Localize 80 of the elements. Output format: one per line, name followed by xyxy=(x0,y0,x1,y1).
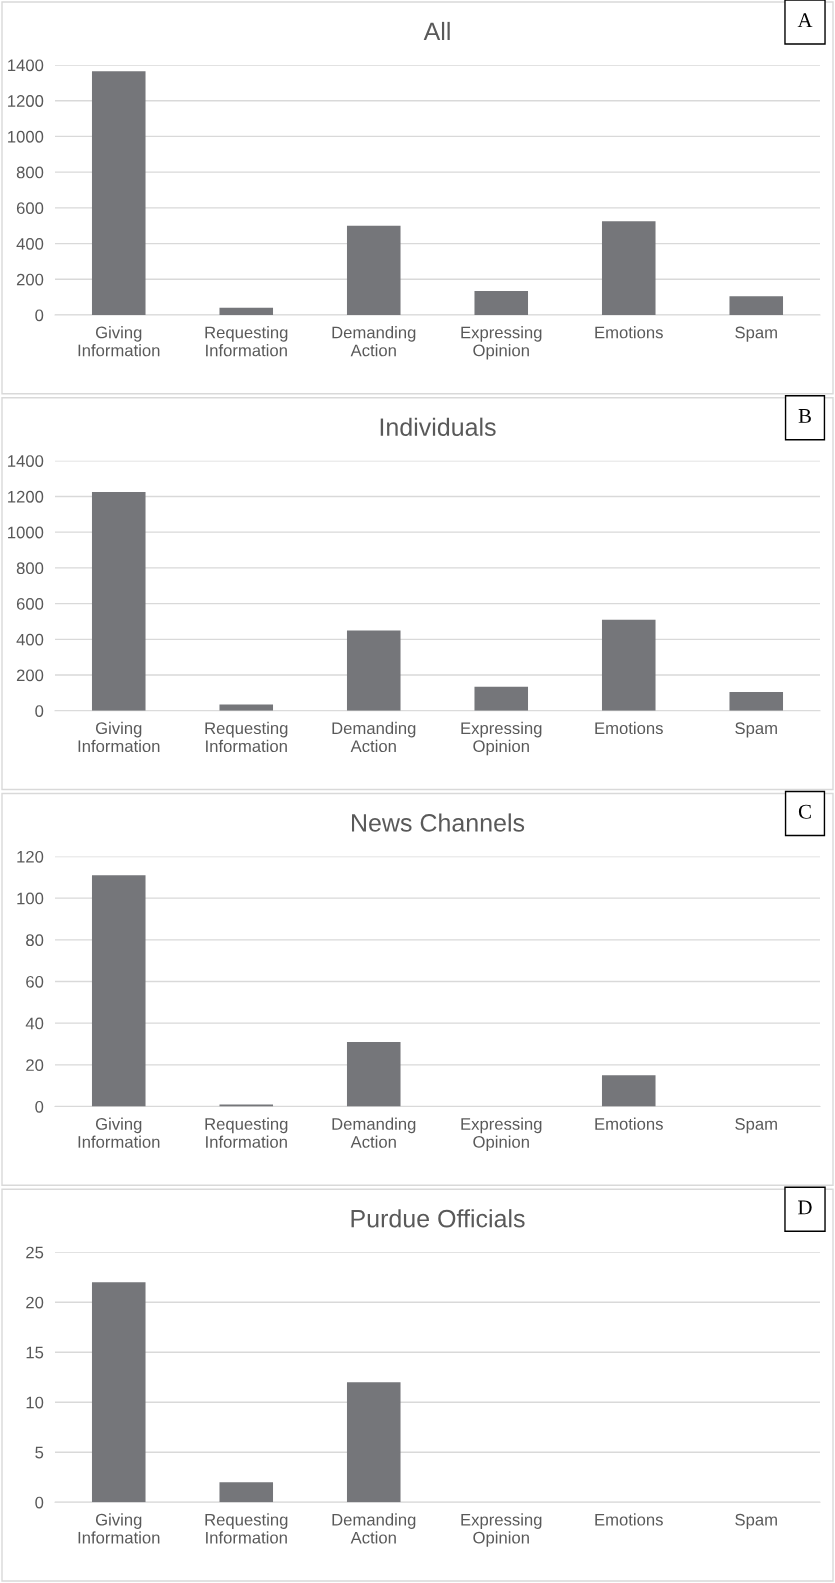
x-tick-label: Expressing Opinion xyxy=(461,1513,542,1547)
y-tick-label: 1400 xyxy=(8,59,44,72)
chart-title: All xyxy=(423,21,450,40)
y-tick-label: 40 xyxy=(25,1017,44,1030)
y-tick-label: 120 xyxy=(17,850,44,863)
y-tick-label: 400 xyxy=(16,237,44,250)
bar xyxy=(346,1041,401,1107)
y-tick-label: 20 xyxy=(26,1059,44,1072)
chart-title: News Channels xyxy=(352,813,525,832)
bar xyxy=(601,221,656,315)
x-tick-label: Demanding Action xyxy=(332,721,416,753)
y-tick-label: 0 xyxy=(35,1496,44,1509)
y-tick-label: 200 xyxy=(16,669,44,682)
y-tick-label: 1000 xyxy=(8,526,44,539)
bar xyxy=(346,225,401,315)
y-tick-label: 600 xyxy=(16,202,44,215)
y-tick-label: 20 xyxy=(26,1296,44,1309)
x-tick-label: Giving Information xyxy=(78,721,160,753)
bar xyxy=(219,1482,274,1503)
x-tick-label: Giving Information xyxy=(78,1513,160,1544)
bar xyxy=(219,1104,274,1107)
x-tick-label: Emotions xyxy=(595,1513,663,1526)
x-tick-label: Emotions xyxy=(595,721,663,735)
x-tick-label: Giving Information xyxy=(78,1117,160,1148)
x-tick-label: Expressing Opinion xyxy=(461,1117,542,1152)
text: C xyxy=(798,804,811,819)
x-tick-label: Requesting Information xyxy=(205,721,288,753)
y-tick-label: 600 xyxy=(16,598,44,610)
y-tick-label: 800 xyxy=(16,562,44,575)
bar xyxy=(346,1382,401,1503)
y-tick-label: 25 xyxy=(26,1246,44,1259)
y-tick-label: 0 xyxy=(35,1100,44,1113)
x-tick-label: Expressing Opinion xyxy=(461,721,542,756)
y-tick-label: 1000 xyxy=(8,130,44,143)
y-tick-label: 100 xyxy=(17,892,44,905)
y-tick-label: 10 xyxy=(26,1396,44,1409)
y-tick-label: 1200 xyxy=(8,95,44,107)
x-tick-label: Spam xyxy=(735,1513,777,1529)
bar xyxy=(601,1075,656,1107)
y-tick-label: 0 xyxy=(35,705,44,717)
chart-title: Individuals xyxy=(380,417,496,436)
text: A xyxy=(797,13,813,28)
y-tick-label: 0 xyxy=(35,309,44,322)
x-tick-label: Requesting Information xyxy=(205,1117,288,1148)
bar xyxy=(91,492,146,711)
y-tick-label: 1400 xyxy=(8,455,44,467)
chart-title: Purdue Officials xyxy=(351,1209,525,1228)
x-tick-label: Emotions xyxy=(595,1117,663,1130)
bar xyxy=(474,290,529,315)
bar xyxy=(91,875,146,1107)
x-tick-label: Requesting Information xyxy=(205,1513,288,1544)
y-tick-label: 400 xyxy=(16,633,44,646)
bar xyxy=(346,630,401,711)
bar xyxy=(219,704,274,711)
x-tick-label: Requesting Information xyxy=(205,326,288,357)
y-tick-label: 15 xyxy=(26,1346,44,1359)
y-tick-label: 200 xyxy=(16,273,44,286)
bar xyxy=(474,686,529,711)
text: D xyxy=(798,1200,812,1215)
bar xyxy=(601,619,656,711)
x-tick-label: Demanding Action xyxy=(332,1513,416,1544)
x-tick-label: Spam xyxy=(735,722,777,738)
x-tick-label: Demanding Action xyxy=(332,326,416,357)
x-tick-label: Expressing Opinion xyxy=(461,326,542,360)
bar xyxy=(729,692,784,711)
y-tick-label: 1200 xyxy=(8,490,44,503)
x-tick-label: Giving Information xyxy=(78,326,160,357)
bar xyxy=(91,71,146,315)
x-tick-label: Demanding Action xyxy=(332,1117,416,1148)
y-tick-label: 60 xyxy=(26,975,44,988)
bar xyxy=(729,296,784,315)
x-tick-label: Spam xyxy=(735,326,777,342)
text: B xyxy=(798,409,811,423)
y-tick-label: 80 xyxy=(26,934,44,947)
x-tick-label: Emotions xyxy=(595,326,663,339)
x-tick-label: Spam xyxy=(735,1118,777,1134)
y-tick-label: 800 xyxy=(16,166,44,179)
y-tick-label: 5 xyxy=(35,1446,44,1459)
bar xyxy=(219,307,274,315)
bar xyxy=(91,1282,146,1503)
